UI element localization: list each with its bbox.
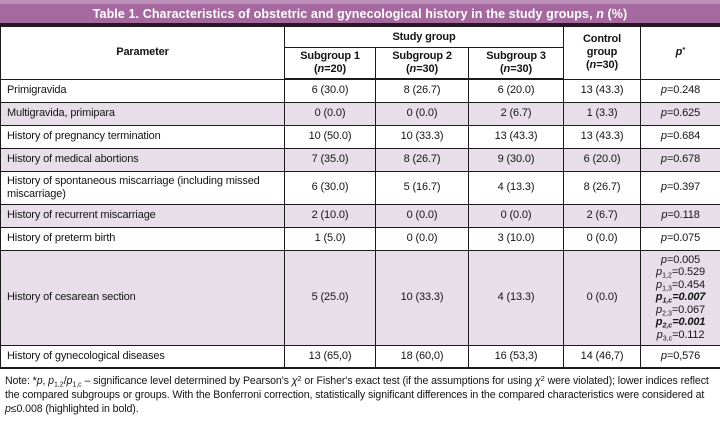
table-note: Note: *p, p1,2/p1,c – significance level… [0, 369, 720, 422]
p-value-cell: p=0.397 [641, 171, 720, 204]
value-cell: 8 (26.7) [376, 148, 469, 171]
parameter-cell: History of medical abortions [1, 148, 285, 171]
p-value-cell: p=0.248 [641, 79, 720, 102]
p-value-cell: p=0.678 [641, 148, 720, 171]
value-cell: 0 (0.0) [376, 227, 469, 250]
col-header-p: p* [641, 27, 720, 80]
value-cell: 9 (30.0) [469, 148, 564, 171]
p-value-cell: p=0.625 [641, 102, 720, 125]
parameter-cell: History of gynecological diseases [1, 345, 285, 368]
parameter-cell: History of recurrent miscarriage [1, 204, 285, 227]
col-header-subgroup-3: Subgroup 3(n=30) [469, 48, 564, 80]
value-cell: 6 (30.0) [285, 79, 376, 102]
parameter-cell: Multigravida, primipara [1, 102, 285, 125]
study-group-header-label: Study group [392, 31, 455, 43]
p-value-cell: p=0.118 [641, 204, 720, 227]
parameter-cell: History of preterm birth [1, 227, 285, 250]
value-cell: 6 (30.0) [285, 171, 376, 204]
value-cell: 13 (43.3) [469, 125, 564, 148]
value-cell: 0 (0.0) [376, 102, 469, 125]
value-cell: 0 (0.0) [469, 204, 564, 227]
value-cell: 13 (65,0) [285, 345, 376, 368]
value-cell: 13 (43.3) [564, 125, 641, 148]
value-cell: 18 (60,0) [376, 345, 469, 368]
table-title-bar: Table 1. Characteristics of obstetric an… [0, 0, 720, 26]
value-cell: 0 (0.0) [285, 102, 376, 125]
value-cell: 4 (13.3) [469, 250, 564, 345]
value-cell: 14 (46,7) [564, 345, 641, 368]
parameter-cell: History of spontaneous miscarriage (incl… [1, 171, 285, 204]
value-cell: 5 (25.0) [285, 250, 376, 345]
p-value-cell: p=0.684 [641, 125, 720, 148]
value-cell: 2 (6.7) [469, 102, 564, 125]
value-cell: 10 (33.3) [376, 250, 469, 345]
header-row-groups: Parameter Study group Control group(n=30… [1, 27, 720, 48]
value-cell: 4 (13.3) [469, 171, 564, 204]
parameter-cell: Primigravida [1, 79, 285, 102]
p-value-cell: p=0,576 [641, 345, 720, 368]
p-value-cell: p=0.075 [641, 227, 720, 250]
value-cell: 1 (5.0) [285, 227, 376, 250]
col-header-parameter: Parameter [1, 27, 285, 80]
value-cell: 2 (10.0) [285, 204, 376, 227]
value-cell: 1 (3.3) [564, 102, 641, 125]
value-cell: 8 (26.7) [376, 79, 469, 102]
value-cell: 10 (33.3) [376, 125, 469, 148]
value-cell: 8 (26.7) [564, 171, 641, 204]
value-cell: 13 (43.3) [564, 79, 641, 102]
col-header-subgroup-1: Subgroup 1(n=20) [285, 48, 376, 80]
value-cell: 2 (6.7) [564, 204, 641, 227]
value-cell: 0 (0.0) [564, 250, 641, 345]
value-cell: 5 (16.7) [376, 171, 469, 204]
col-header-study-group: Study group [285, 27, 564, 48]
value-cell: 6 (20.0) [564, 148, 641, 171]
parameter-header-label: Parameter [116, 46, 168, 58]
parameter-cell: History of cesarean section [1, 250, 285, 345]
value-cell: 0 (0.0) [376, 204, 469, 227]
value-cell: 7 (35.0) [285, 148, 376, 171]
col-header-control-group: Control group(n=30) [564, 27, 641, 80]
parameter-cell: History of pregnancy termination [1, 125, 285, 148]
col-header-subgroup-2: Subgroup 2(n=30) [376, 48, 469, 80]
characteristics-table: Parameter Study group Control group(n=30… [0, 26, 720, 369]
value-cell: 16 (53,3) [469, 345, 564, 368]
table-row: History of spontaneous miscarriage (incl… [1, 171, 720, 204]
value-cell: 0 (0.0) [564, 227, 641, 250]
value-cell: 10 (50.0) [285, 125, 376, 148]
value-cell: 3 (10.0) [469, 227, 564, 250]
table-title: Table 1. Characteristics of obstetric an… [93, 7, 628, 21]
value-cell: 6 (20.0) [469, 79, 564, 102]
